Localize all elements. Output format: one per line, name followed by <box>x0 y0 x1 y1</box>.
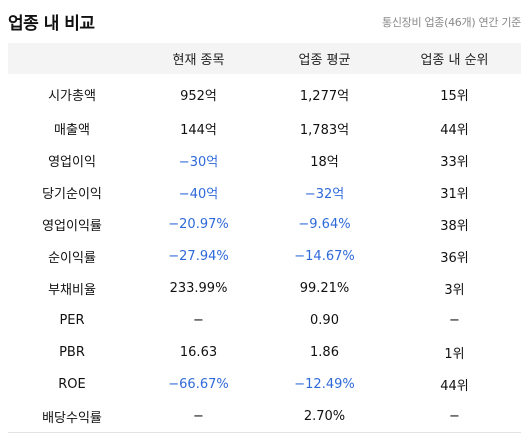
table-row: ROE −66.67% −12.49% 44위 <box>8 368 521 400</box>
panel-header: 업종 내 비교 통신장비 업종(46개) 연간 기준 <box>0 0 529 40</box>
current-value: − <box>193 312 204 328</box>
panel-title: 업종 내 비교 <box>8 14 95 34</box>
table-row: 시가총액 952억 1,277억 15위 <box>8 74 521 112</box>
row-label: 영업이익 <box>48 154 96 170</box>
column-header-metric <box>8 43 136 74</box>
row-label: 당기순이익 <box>42 186 102 202</box>
current-value: 952억 <box>180 88 217 104</box>
table-row: 매출액 144억 1,783억 44위 <box>8 112 521 144</box>
current-value: −30억 <box>178 154 219 170</box>
row-label: 배당수익률 <box>8 400 136 433</box>
table-row: 순이익률 −27.94% −14.67% 36위 <box>8 240 521 272</box>
average-value: 1,783억 <box>299 122 350 138</box>
row-label: 영업이익률 <box>42 218 102 234</box>
current-value: −27.94% <box>168 248 229 264</box>
row-label: 순이익률 <box>48 250 96 266</box>
average-value: −9.64% <box>298 216 351 232</box>
current-value: −66.67% <box>168 376 229 392</box>
row-label: PER <box>59 312 85 328</box>
rank-value: 1위 <box>444 346 465 362</box>
column-header-current: 현재 종목 <box>136 43 261 74</box>
average-value: 1,277억 <box>299 88 350 104</box>
current-value: 16.63 <box>179 344 218 360</box>
row-label: 시가총액 <box>48 88 96 104</box>
current-value: − <box>136 400 261 433</box>
row-label: 부채비율 <box>48 282 96 298</box>
rank-value: 3위 <box>444 282 465 298</box>
average-value: 18억 <box>310 154 339 170</box>
comparison-basis-note: 통신장비 업종(46개) 연간 기준 <box>382 16 521 29</box>
row-label: PBR <box>59 344 85 360</box>
rank-value: 33위 <box>440 154 469 170</box>
table-row: 영업이익률 −20.97% −9.64% 38위 <box>8 208 521 240</box>
table-header-row: 현재 종목 업종 평균 업종 내 순위 <box>8 43 521 74</box>
average-value: −32억 <box>304 186 345 202</box>
rank-value: 44위 <box>440 378 469 394</box>
current-value: 233.99% <box>169 280 228 296</box>
average-value: −12.49% <box>294 376 355 392</box>
comparison-table: 현재 종목 업종 평균 업종 내 순위 시가총액 952억 1,277억 15위… <box>8 43 521 433</box>
column-header-average: 업종 평균 <box>261 43 388 74</box>
current-value: −40억 <box>178 186 219 202</box>
average-value: 1.86 <box>310 344 339 360</box>
rank-value: − <box>449 312 460 328</box>
column-header-rank: 업종 내 순위 <box>388 43 521 74</box>
average-value: 99.21% <box>299 280 350 296</box>
rank-value: 15위 <box>440 88 469 104</box>
rank-value: 36위 <box>440 250 469 266</box>
rank-value: 44위 <box>440 122 469 138</box>
current-value: −20.97% <box>168 216 229 232</box>
table-row: PER − 0.90 − <box>8 304 521 336</box>
rank-value: − <box>388 400 521 433</box>
table-row: 배당수익률 − 2.70% − <box>8 400 521 433</box>
current-value: 144억 <box>180 122 217 138</box>
row-label: ROE <box>58 376 86 392</box>
average-value: −14.67% <box>294 248 355 264</box>
table-row: 부채비율 233.99% 99.21% 3위 <box>8 272 521 304</box>
rank-value: 31위 <box>440 186 469 202</box>
table-row: 영업이익 −30억 18억 33위 <box>8 144 521 176</box>
table-row: 당기순이익 −40억 −32억 31위 <box>8 176 521 208</box>
average-value: 2.70% <box>261 400 388 433</box>
row-label: 매출액 <box>54 122 90 138</box>
rank-value: 38위 <box>440 218 469 234</box>
table-row: PBR 16.63 1.86 1위 <box>8 336 521 368</box>
average-value: 0.90 <box>310 312 339 328</box>
